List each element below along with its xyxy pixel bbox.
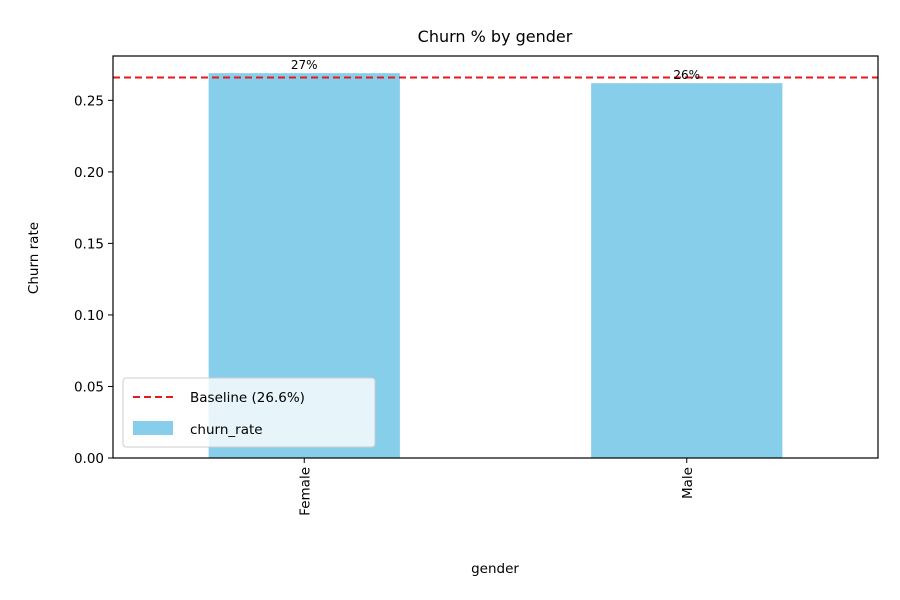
- y-tick-label: 0.05: [74, 379, 104, 395]
- y-tick-label: 0.10: [74, 308, 104, 324]
- legend-churn-rate-swatch: [133, 421, 173, 435]
- bar-male: [591, 83, 783, 459]
- y-tick-label: 0.25: [74, 93, 104, 109]
- y-tick-label: 0.15: [74, 236, 104, 252]
- plot-frame: [112, 55, 879, 459]
- x-tick-label: Male: [680, 467, 696, 499]
- y-axis-label: Churn rate: [26, 222, 42, 294]
- legend-baseline-label: Baseline (26.6%): [190, 390, 305, 406]
- plot-area: 27% 26% 0.00 0.05 0.10 0.15 0.20 0.25 Female Male…: [74, 55, 879, 516]
- x-tick-label: Female: [297, 467, 313, 516]
- y-tick-label: 0.20: [74, 165, 104, 181]
- legend-churn-rate-label: churn_rate: [190, 422, 263, 438]
- legend-box: [122, 377, 376, 448]
- x-axis-label: gender: [471, 561, 519, 577]
- legend: Baseline (26.6%) churn_rate: [122, 377, 376, 448]
- y-tick-label: 0.00: [74, 451, 104, 467]
- data-label: 26%: [673, 68, 700, 82]
- chart-title: Churn % by gender: [418, 27, 573, 46]
- data-label: 27%: [291, 58, 318, 72]
